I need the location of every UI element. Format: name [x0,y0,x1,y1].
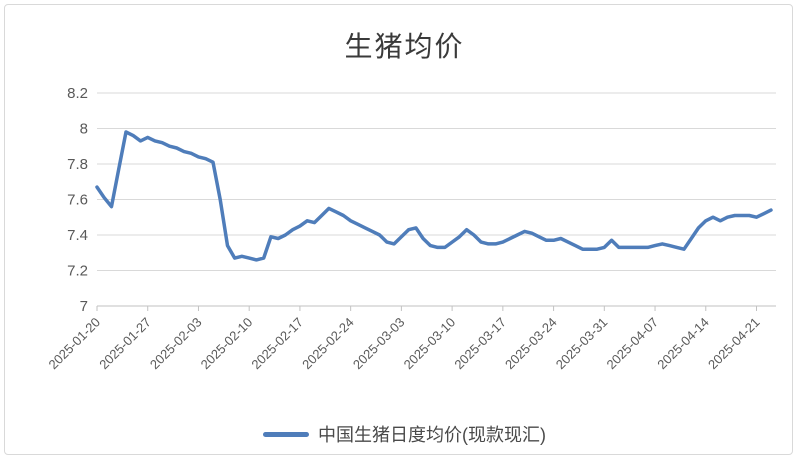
y-tick-label: 7.4 [67,227,88,244]
y-tick-label: 8.2 [67,85,88,102]
x-tick-label: 2025-03-31 [553,315,611,373]
x-tick-label: 2025-03-10 [401,315,459,373]
x-tick-label: 2025-04-21 [705,315,763,373]
x-tick-label: 2025-03-24 [502,315,560,373]
chart-frame: 生猪均价 7 7.2 7.4 7.6 7.8 8 8.2 2025-01-20 2025-01-… [4,4,793,455]
plot-area: 77.27.47.67.888.22025-01-202025-01-27202… [45,85,776,373]
legend: 中国生猪日度均价(现款现汇) [5,421,799,447]
x-tick-label: 2025-04-14 [654,315,712,373]
y-tick-label: 7 [80,298,88,315]
y-tick-label: 8 [80,121,88,138]
legend-series-label: 中国生猪日度均价(现款现汇) [318,425,546,445]
x-tick-label: 2025-02-24 [299,315,357,373]
x-tick-label: 2025-03-17 [451,315,509,373]
x-tick-label: 2025-04-07 [604,315,662,373]
price-series-line [95,130,773,262]
x-tick-label: 2025-02-03 [147,315,205,373]
x-tick-label: 2025-01-20 [45,315,103,373]
legend-line-swatch [263,431,309,437]
chart-title: 生猪均价 [344,32,465,63]
x-tick-label: 2025-02-10 [198,315,256,373]
x-tick-label: 2025-02-17 [248,315,306,373]
y-tick-label: 7.6 [67,192,88,209]
x-tick-label: 2025-03-03 [350,315,408,373]
y-tick-label: 7.8 [67,156,88,173]
y-tick-label: 7.2 [67,263,88,280]
x-tick-label: 2025-01-27 [96,315,154,373]
